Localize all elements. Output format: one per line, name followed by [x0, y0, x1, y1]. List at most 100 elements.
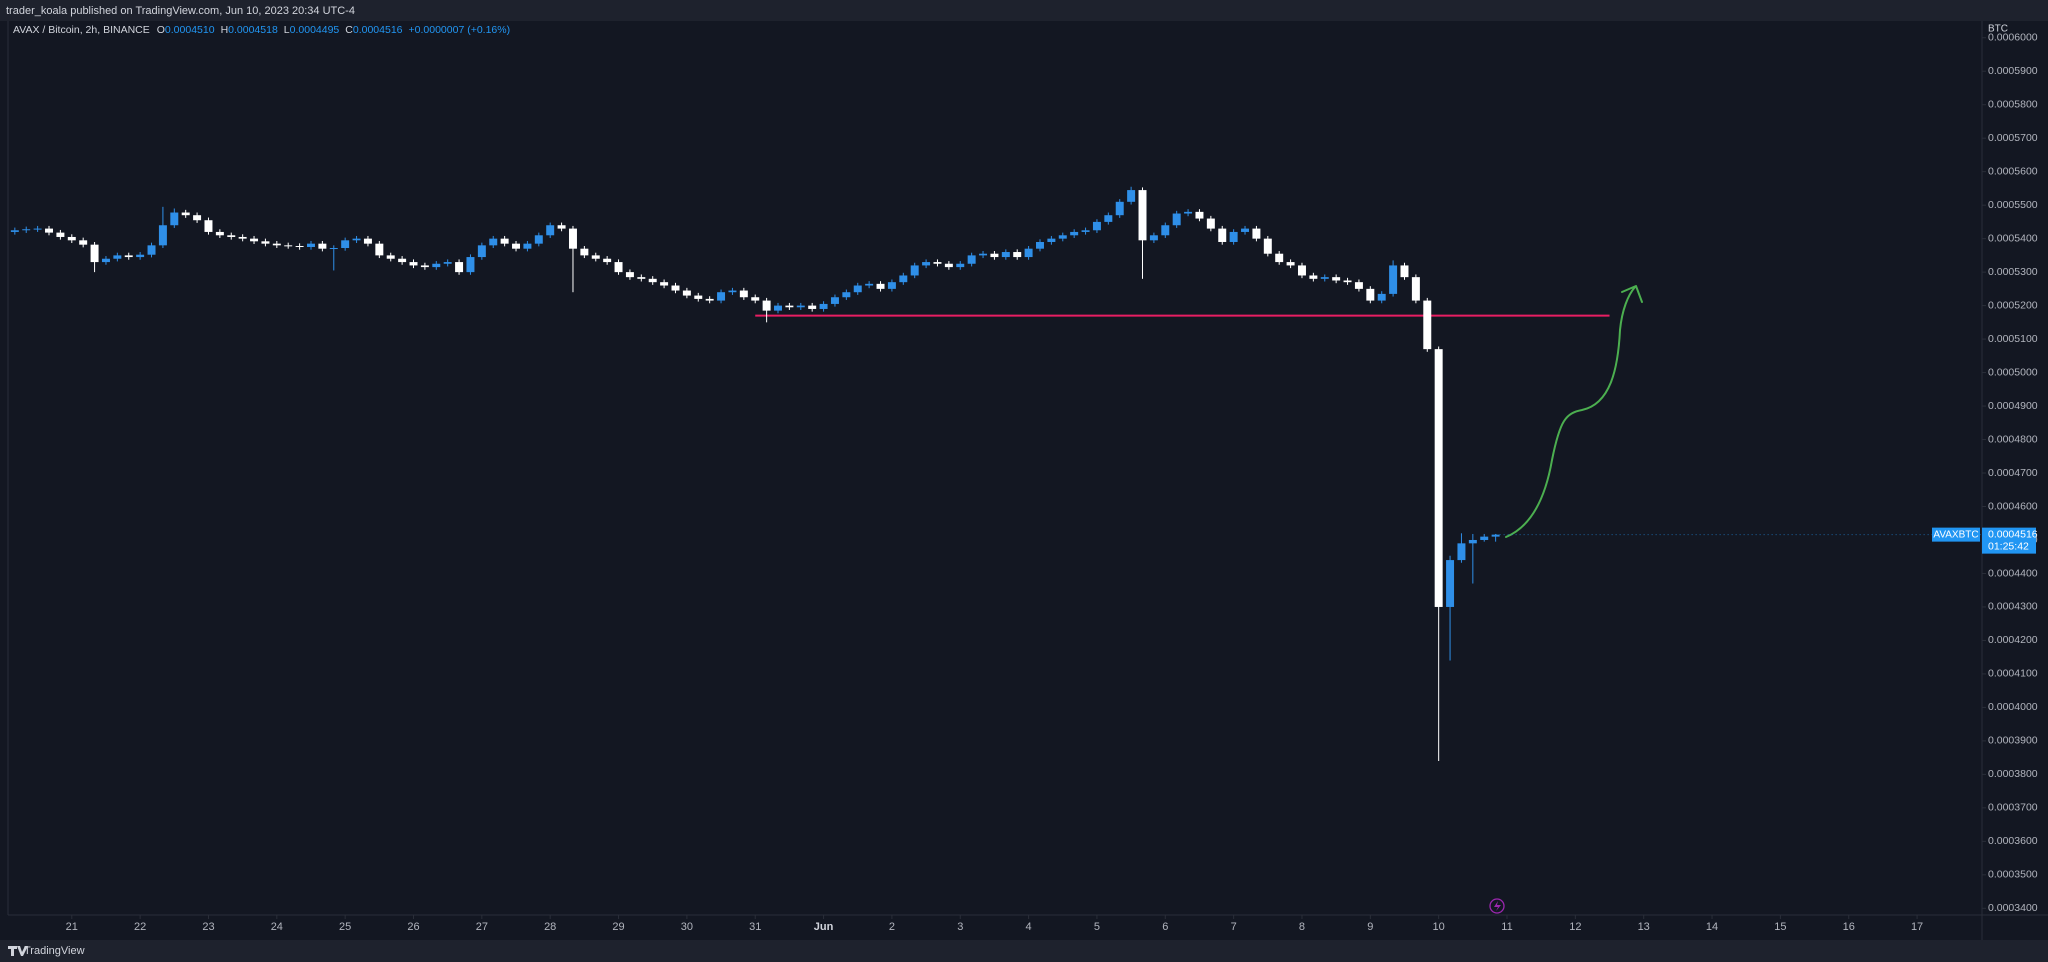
candle-body — [261, 241, 270, 244]
y-tick-label: 0.0005900 — [1988, 65, 2038, 77]
candle-body — [352, 238, 361, 241]
ohlc-key: L — [284, 24, 290, 36]
y-tick-label: 0.0005500 — [1988, 199, 2038, 211]
x-tick-label: 4 — [1026, 921, 1032, 933]
candle-body — [1001, 252, 1010, 258]
candle-body — [1400, 265, 1409, 278]
candle-body — [774, 305, 782, 311]
y-tick-label: 0.0004600 — [1988, 500, 2038, 512]
x-tick-label: 5 — [1094, 921, 1100, 933]
y-tick-label: 0.0003500 — [1988, 869, 2038, 881]
candle-body — [603, 258, 612, 263]
candle-body — [1127, 190, 1136, 202]
candle-body — [1241, 228, 1250, 232]
candle-body — [1184, 211, 1193, 214]
candle-body — [1389, 265, 1398, 294]
ohlc-value: 0.0004495 — [290, 24, 340, 36]
ohlc-key: O — [157, 24, 165, 36]
y-tick-label: 0.0004200 — [1988, 634, 2038, 646]
candle-body — [671, 285, 680, 291]
candle-body — [512, 243, 521, 249]
x-tick-label: 6 — [1162, 921, 1168, 933]
brand-logo — [8, 946, 28, 956]
candle-body — [682, 290, 691, 296]
candle-body — [899, 275, 908, 283]
ohlc-key: H — [221, 24, 229, 36]
x-tick-label: 30 — [681, 921, 693, 933]
x-tick-label: 16 — [1843, 921, 1855, 933]
x-tick-label: 24 — [271, 921, 283, 933]
candle-body — [1092, 221, 1101, 231]
candle-body — [1286, 262, 1295, 266]
candle-body — [546, 225, 555, 236]
candle-body — [1491, 534, 1500, 537]
candle-body — [1309, 275, 1318, 279]
candle-body — [215, 231, 224, 236]
candle-body — [22, 229, 31, 231]
candle-body — [876, 283, 885, 289]
candle-body — [728, 290, 737, 293]
ohlc-key: C — [345, 24, 353, 36]
y-tick-label: 0.0003700 — [1988, 802, 2038, 814]
price-axis-unit: BTC — [1988, 24, 2008, 35]
candle-body — [1446, 560, 1455, 607]
y-tick-label: 0.0005400 — [1988, 232, 2038, 244]
candle-body — [147, 245, 156, 255]
candle-body — [739, 290, 748, 298]
candle-body — [443, 262, 452, 264]
candle-body — [1297, 265, 1306, 276]
x-tick-label: Jun — [814, 921, 834, 933]
candle-body — [1423, 300, 1432, 350]
candle-body — [432, 263, 441, 268]
candle-body — [819, 303, 828, 309]
candle-body — [79, 240, 88, 245]
x-tick-label: 31 — [749, 921, 761, 933]
publisher: trader_koala published on TradingView.co… — [6, 5, 355, 17]
footer-bar — [0, 940, 2048, 962]
y-tick-label: 0.0003800 — [1988, 768, 2038, 780]
change: +0.0000007 (+0.16%) — [409, 24, 511, 36]
candle-body — [409, 262, 418, 266]
candle-body — [10, 230, 19, 232]
header-bar — [0, 0, 2048, 21]
candle-body — [363, 238, 372, 244]
candle-body — [808, 305, 817, 309]
y-tick-label: 0.0005600 — [1988, 165, 2038, 177]
x-tick-label: 23 — [202, 921, 214, 933]
brand: TradingView — [24, 945, 85, 957]
event-icon[interactable] — [1489, 898, 1505, 914]
candle-body — [1229, 231, 1238, 242]
candle-body — [762, 300, 771, 311]
candle-body — [1036, 241, 1044, 249]
y-tick-label: 0.0004000 — [1988, 701, 2038, 713]
candle-body — [557, 225, 566, 229]
candle-body — [717, 292, 726, 301]
candle-body — [853, 285, 862, 293]
candle-body — [956, 263, 965, 268]
symbol-title: AVAX / Bitcoin, 2h, BINANCE — [13, 24, 150, 36]
candle-body — [250, 238, 259, 242]
x-tick-label: 15 — [1774, 921, 1786, 933]
candle-body — [922, 262, 931, 266]
candle-body — [1377, 293, 1386, 301]
x-tick-label: 12 — [1569, 921, 1581, 933]
y-tick-label: 0.0004900 — [1988, 400, 2038, 412]
x-tick-label: 11 — [1501, 921, 1512, 933]
candle-body — [420, 265, 429, 268]
candle-body — [45, 228, 53, 233]
candle-body — [1172, 213, 1181, 226]
candle-body — [238, 236, 247, 239]
candle-body — [1366, 288, 1375, 301]
x-tick-label: 14 — [1706, 921, 1718, 933]
candle-body — [1457, 543, 1466, 561]
candle-body — [887, 282, 896, 289]
candle-body — [568, 228, 577, 249]
candle-body — [1206, 218, 1215, 229]
candle-body — [865, 283, 874, 286]
candle-body — [614, 262, 623, 273]
y-tick-label: 0.0004800 — [1988, 433, 2038, 445]
candle-body — [1081, 230, 1090, 232]
candle-body — [386, 255, 395, 259]
symbol-tag — [1932, 527, 1980, 542]
candle-body — [1320, 277, 1329, 279]
